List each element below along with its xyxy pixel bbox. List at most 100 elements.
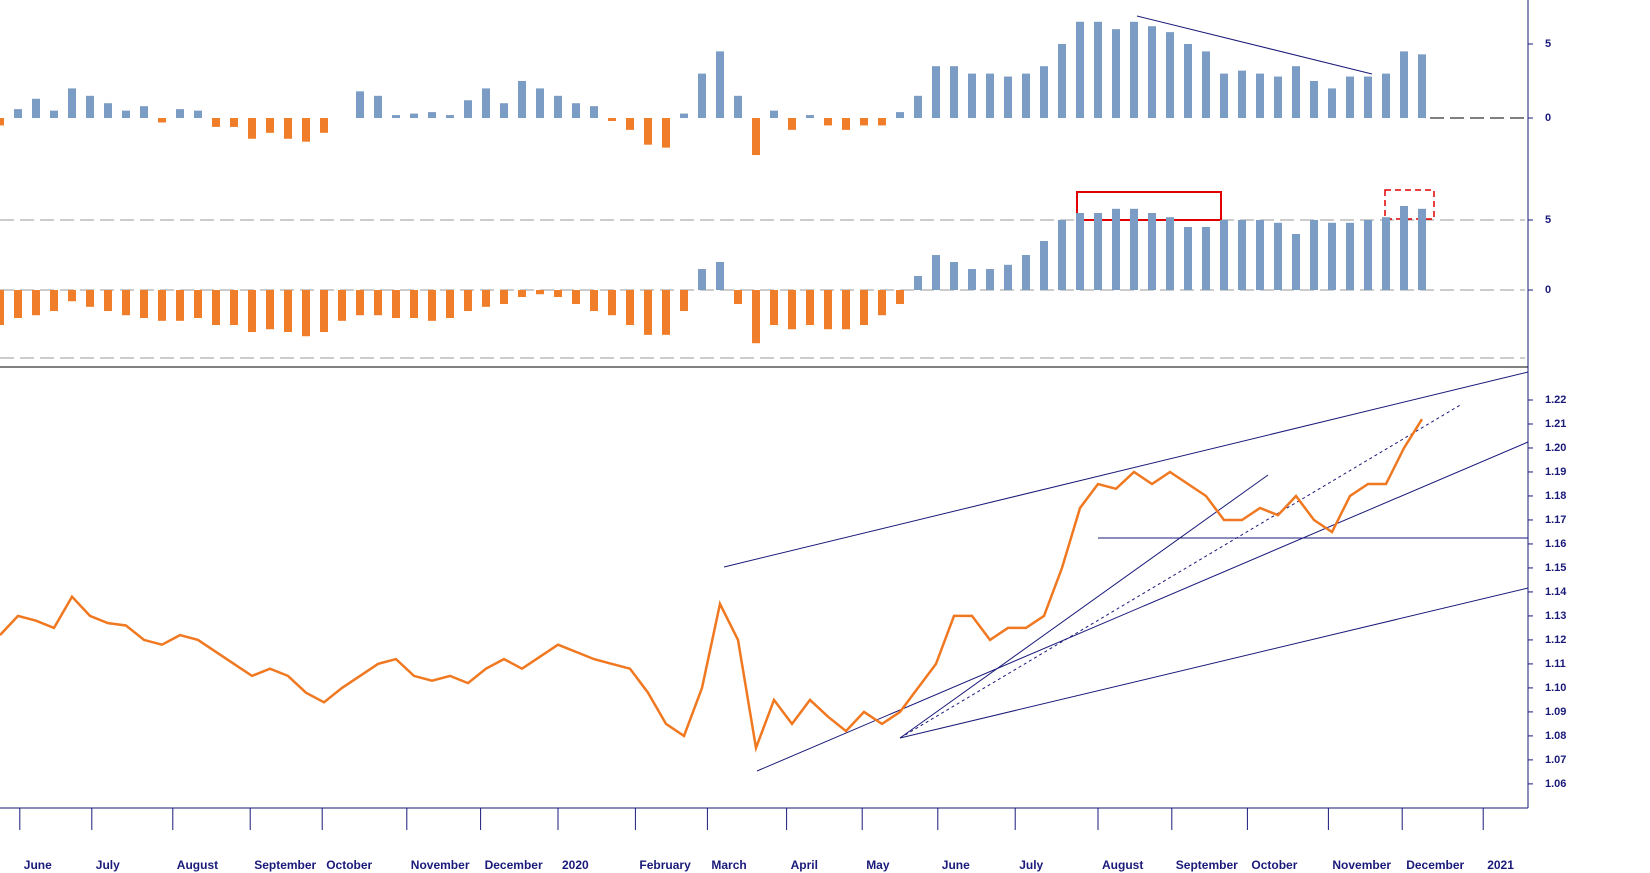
x-tick-label: October bbox=[326, 858, 372, 872]
bar bbox=[788, 118, 796, 130]
bar bbox=[1274, 222, 1282, 291]
bar bbox=[410, 113, 418, 119]
bar bbox=[1292, 234, 1300, 291]
bar bbox=[698, 73, 706, 119]
bar bbox=[644, 118, 652, 145]
bar bbox=[860, 290, 868, 326]
y-tick-label: 1.19 bbox=[1545, 466, 1566, 478]
bar bbox=[392, 115, 400, 119]
x-tick-label: May bbox=[866, 858, 890, 872]
bar bbox=[158, 118, 166, 123]
y-tick-label: 1.11 bbox=[1545, 658, 1566, 670]
bar bbox=[122, 290, 130, 316]
bar bbox=[1022, 73, 1030, 119]
bar bbox=[14, 109, 22, 119]
y-tick-label: 1.21 bbox=[1545, 418, 1566, 430]
bar bbox=[1148, 213, 1156, 291]
x-tick-label: June bbox=[24, 858, 52, 872]
bar bbox=[1274, 76, 1282, 119]
bar bbox=[194, 110, 202, 119]
bar bbox=[230, 118, 238, 127]
bar bbox=[644, 290, 652, 335]
bar bbox=[1256, 220, 1264, 291]
bar bbox=[1400, 51, 1408, 119]
bar bbox=[428, 290, 436, 321]
y-tick-label: 1.22 bbox=[1545, 394, 1566, 406]
bar bbox=[590, 106, 598, 119]
bar bbox=[752, 290, 760, 344]
bar bbox=[626, 290, 634, 326]
bar bbox=[176, 109, 184, 119]
bar bbox=[446, 115, 454, 119]
bar bbox=[1364, 76, 1372, 119]
x-tick-label: February bbox=[639, 858, 691, 872]
bar bbox=[1382, 73, 1390, 119]
bar bbox=[428, 112, 436, 119]
bar bbox=[338, 290, 346, 321]
bar bbox=[1184, 43, 1192, 119]
bar bbox=[1310, 220, 1318, 291]
bar bbox=[284, 118, 292, 139]
y-tick-label: 1.07 bbox=[1545, 754, 1566, 766]
bar bbox=[1058, 43, 1066, 119]
bar bbox=[716, 262, 724, 291]
bar bbox=[176, 290, 184, 321]
bar bbox=[1094, 21, 1102, 119]
bar bbox=[896, 290, 904, 305]
bar bbox=[734, 95, 742, 119]
bar bbox=[1166, 32, 1174, 119]
bar bbox=[986, 269, 994, 291]
bar bbox=[842, 118, 850, 130]
bar bbox=[86, 95, 94, 119]
bar bbox=[86, 290, 94, 307]
bar bbox=[1346, 76, 1354, 119]
decorations bbox=[0, 0, 1529, 809]
bar bbox=[896, 112, 904, 119]
bar bbox=[1004, 76, 1012, 119]
bar bbox=[212, 290, 220, 326]
x-tick-label: August bbox=[177, 858, 218, 872]
bar bbox=[1346, 222, 1354, 291]
bar bbox=[1112, 29, 1120, 119]
bar bbox=[1166, 217, 1174, 291]
bar bbox=[680, 290, 688, 312]
bar bbox=[860, 118, 868, 126]
bar bbox=[1148, 26, 1156, 119]
bar bbox=[410, 290, 418, 319]
bar bbox=[248, 118, 256, 139]
bar bbox=[212, 118, 220, 127]
bar bbox=[824, 290, 832, 330]
bar bbox=[806, 115, 814, 119]
bar bbox=[266, 290, 274, 330]
y-tick-label: 1.16 bbox=[1545, 538, 1566, 550]
bar bbox=[1130, 208, 1138, 291]
bar bbox=[1202, 51, 1210, 119]
bar bbox=[392, 290, 400, 319]
x-tick-label: November bbox=[411, 858, 470, 872]
bar bbox=[1364, 220, 1372, 291]
bar bbox=[518, 81, 526, 119]
bar bbox=[1400, 206, 1408, 291]
bar bbox=[464, 290, 472, 312]
bar bbox=[878, 118, 886, 126]
bar bbox=[698, 269, 706, 291]
bar bbox=[968, 269, 976, 291]
y-tick-label: 5 bbox=[1545, 214, 1551, 226]
bar bbox=[878, 290, 886, 316]
bar bbox=[1256, 73, 1264, 119]
bar bbox=[536, 290, 544, 295]
x-tick-label: December bbox=[485, 858, 543, 872]
bar bbox=[158, 290, 166, 321]
bar bbox=[32, 98, 40, 119]
bar bbox=[464, 100, 472, 119]
bar bbox=[968, 73, 976, 119]
x-tick-label: June bbox=[942, 858, 970, 872]
bar bbox=[716, 51, 724, 119]
bar bbox=[140, 106, 148, 119]
bar bbox=[482, 290, 490, 307]
bar bbox=[662, 290, 670, 335]
bar bbox=[1076, 213, 1084, 291]
bar bbox=[104, 290, 112, 312]
bar bbox=[842, 290, 850, 330]
bar bbox=[482, 88, 490, 119]
